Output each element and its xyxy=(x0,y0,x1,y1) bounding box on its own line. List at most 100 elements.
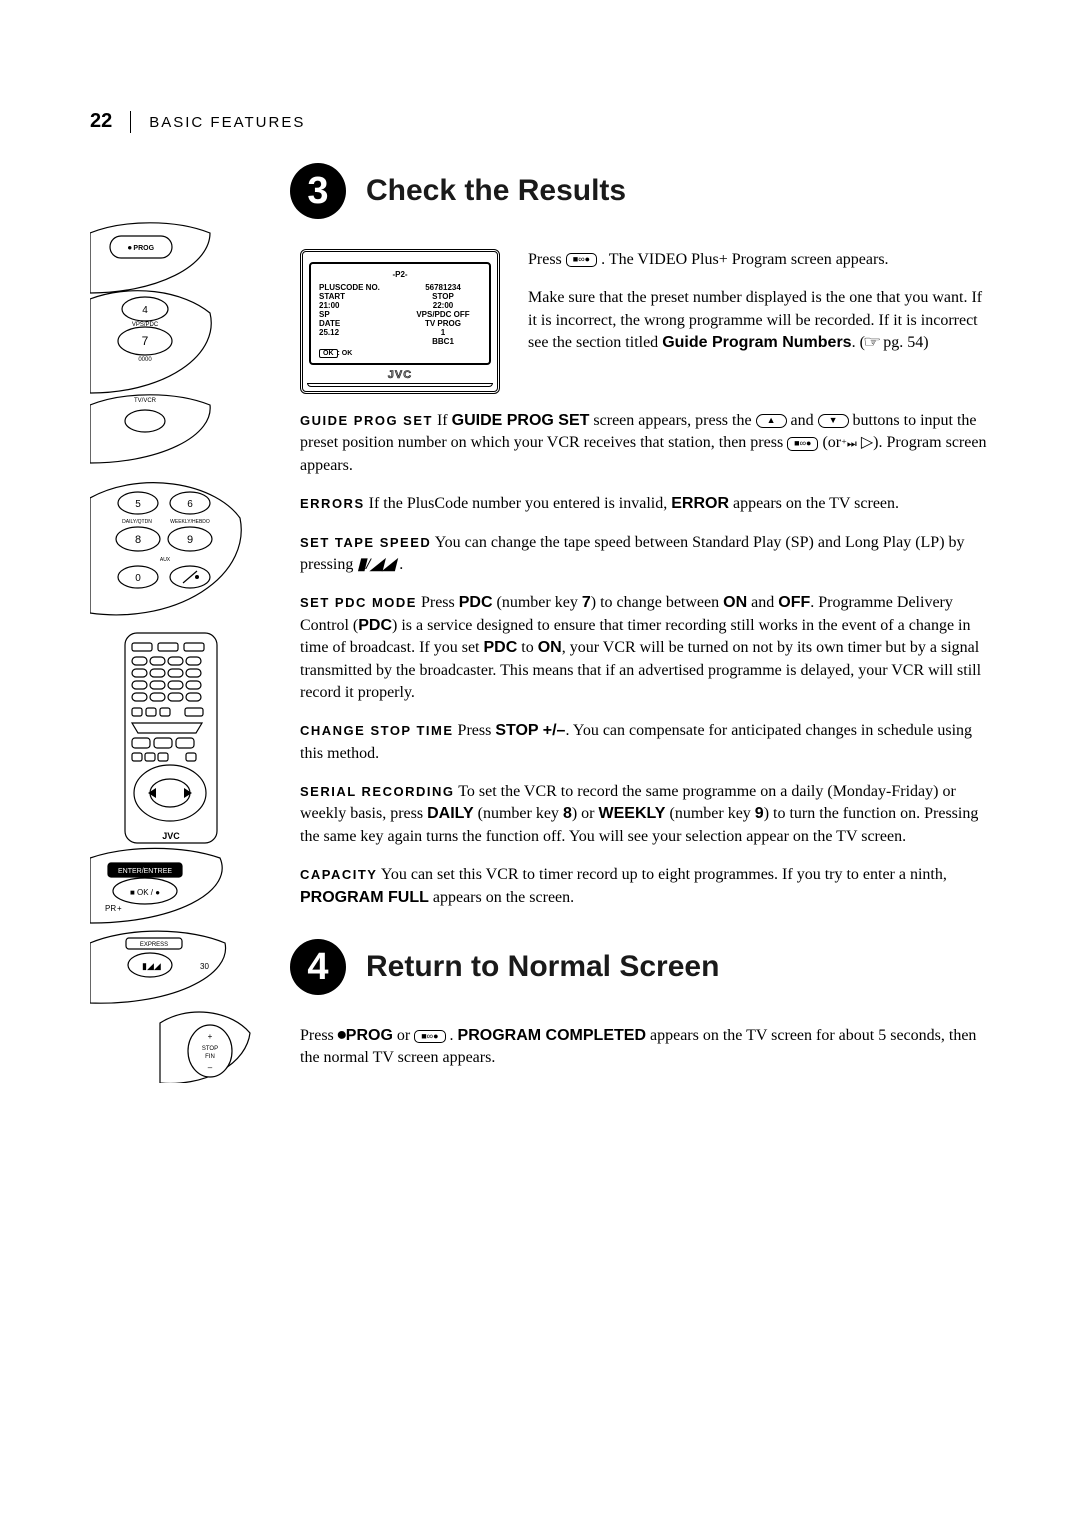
svg-text:DAILY/QTDN: DAILY/QTDN xyxy=(122,519,152,525)
svg-text:9: 9 xyxy=(187,534,193,546)
errors-caps: ERRORS xyxy=(300,496,365,511)
text: OFF xyxy=(778,594,810,611)
text: (number key xyxy=(474,805,563,822)
svg-text:⏺ PROG: ⏺ PROG xyxy=(127,245,155,252)
tv-cell: 22:00 xyxy=(405,301,481,310)
step4-badge: 4 xyxy=(290,939,346,995)
prog-label: PROG xyxy=(346,1027,393,1044)
svg-text:JVC: JVC xyxy=(162,831,180,841)
step3-header: 3 Check the Results xyxy=(290,163,990,219)
text: PROGRAM COMPLETED xyxy=(458,1027,646,1044)
skip-icon: ⁺⏭ xyxy=(841,438,857,450)
text: GUIDE PROG SET xyxy=(452,412,590,429)
remote-illustration: ⏺ PROG 4 VPS/PDC 7 0000 TV/VCR 5 6 xyxy=(90,163,270,1083)
text: PDC xyxy=(484,639,518,656)
text: PDC xyxy=(358,617,392,634)
svg-text:FIN: FIN xyxy=(205,1054,215,1060)
text: 7 xyxy=(582,594,591,611)
text: ON xyxy=(723,594,747,611)
tv-cell: TV PROG xyxy=(405,319,481,328)
text: screen appears, press the xyxy=(589,412,755,429)
tape-speed-para: SET TAPE SPEED You can change the tape s… xyxy=(300,532,990,577)
svg-text:PR: PR xyxy=(105,904,116,913)
svg-text:WEEKLY/HEBDO: WEEKLY/HEBDO xyxy=(170,519,210,525)
up-button-icon: ▲ xyxy=(756,414,787,428)
text: STOP +/– xyxy=(495,722,565,739)
prog-icon: ⏺ xyxy=(338,1027,346,1044)
text: ) to change between xyxy=(591,594,723,611)
stop-rec-button-icon: ■∞● xyxy=(566,253,597,267)
text: Press xyxy=(454,722,496,739)
tv-ok-row: OK: OK xyxy=(319,350,481,357)
tv-screen: -P2- PLUSCODE NO.56781234 STARTSTOP 21:0… xyxy=(300,249,500,394)
tv-cell: 1 xyxy=(405,328,481,337)
text: Press xyxy=(300,1027,338,1044)
text: appears on the screen. xyxy=(429,889,574,906)
text: 9 xyxy=(755,805,764,822)
tv-base xyxy=(307,383,493,387)
ok-suffix: : OK xyxy=(338,350,353,357)
tv-cell: START xyxy=(319,292,395,301)
text: . xyxy=(446,1027,458,1044)
text: ON xyxy=(538,639,562,656)
svg-text:+: + xyxy=(117,904,122,913)
tape-caps: SET TAPE SPEED xyxy=(300,535,431,550)
capacity-caps: CAPACITY xyxy=(300,867,377,882)
serial-para: SERIAL RECORDING To set the VCR to recor… xyxy=(300,781,990,848)
text: If the PlusCode number you entered is in… xyxy=(365,495,672,512)
page-header: 22 BASIC FEATURES xyxy=(90,110,990,133)
svg-text:ENTER/ENTREE: ENTER/ENTREE xyxy=(118,868,172,875)
tv-inner: -P2- PLUSCODE NO.56781234 STARTSTOP 21:0… xyxy=(309,262,491,365)
tv-cell: 21:00 xyxy=(319,301,395,310)
page-ref-icon: ☞ xyxy=(863,332,882,354)
intro-text-group: Press ■∞● . The VIDEO Plus+ Program scre… xyxy=(528,249,990,394)
guide-prog-set-caps: GUIDE PROG SET xyxy=(300,413,433,428)
capacity-para: CAPACITY You can set this VCR to timer r… xyxy=(300,864,990,909)
svg-text:■ OK / ●: ■ OK / ● xyxy=(130,888,160,897)
step3-row1: -P2- PLUSCODE NO.56781234 STARTSTOP 21:0… xyxy=(300,249,990,394)
text: Press xyxy=(528,251,566,268)
text: or xyxy=(393,1027,414,1044)
pdc-para: SET PDC MODE Press PDC (number key 7) to… xyxy=(300,592,990,704)
tv-cell: 25.12 xyxy=(319,328,395,337)
text: . xyxy=(395,556,403,573)
text: If xyxy=(433,412,452,429)
text: You can set this VCR to timer record up … xyxy=(377,866,946,883)
svg-text:TV/VCR: TV/VCR xyxy=(134,398,157,404)
svg-text:EXPRESS: EXPRESS xyxy=(140,942,168,948)
content-wrap: ⏺ PROG 4 VPS/PDC 7 0000 TV/VCR 5 6 xyxy=(90,163,990,1086)
errors-para: ERRORS If the PlusCode number you entere… xyxy=(300,493,990,515)
tv-cell: DATE xyxy=(319,319,395,328)
step4-title: Return to Normal Screen xyxy=(366,950,719,984)
remote-column: ⏺ PROG 4 VPS/PDC 7 0000 TV/VCR 5 6 xyxy=(90,163,280,1086)
text: 8 xyxy=(563,805,572,822)
svg-text:AUX: AUX xyxy=(160,557,171,563)
pdc-caps: SET PDC MODE xyxy=(300,595,417,610)
text: (number key xyxy=(493,594,582,611)
header-divider xyxy=(130,111,131,133)
text: WEEKLY xyxy=(599,805,666,822)
guide-prog-numbers-ref: Guide Program Numbers xyxy=(662,334,851,351)
text: and xyxy=(787,412,818,429)
tv-cell: PLUSCODE NO. xyxy=(319,283,395,292)
text: PDC xyxy=(459,594,493,611)
intro-para-2: Make sure that the preset number display… xyxy=(528,287,990,354)
stop-rec-button-icon: ■∞● xyxy=(414,1030,445,1044)
svg-text:STOP: STOP xyxy=(202,1046,218,1052)
svg-text:–: – xyxy=(208,1063,213,1072)
tv-title: -P2- xyxy=(319,270,481,279)
svg-text:8: 8 xyxy=(135,534,141,546)
text: (or xyxy=(818,434,841,451)
text: PROGRAM FULL xyxy=(300,889,429,906)
text: . The VIDEO Plus+ Program screen appears… xyxy=(597,251,888,268)
main-column: 3 Check the Results -P2- PLUSCODE NO.567… xyxy=(300,163,990,1086)
text: ERROR xyxy=(671,495,729,512)
text: ) or xyxy=(572,805,599,822)
svg-text:5: 5 xyxy=(135,499,141,510)
tv-cell xyxy=(319,337,395,346)
tv-brand: JVC xyxy=(309,369,491,381)
svg-text:7: 7 xyxy=(142,334,149,348)
text: (number key xyxy=(665,805,754,822)
text: and xyxy=(747,594,778,611)
intro-para-1: Press ■∞● . The VIDEO Plus+ Program scre… xyxy=(528,249,990,271)
